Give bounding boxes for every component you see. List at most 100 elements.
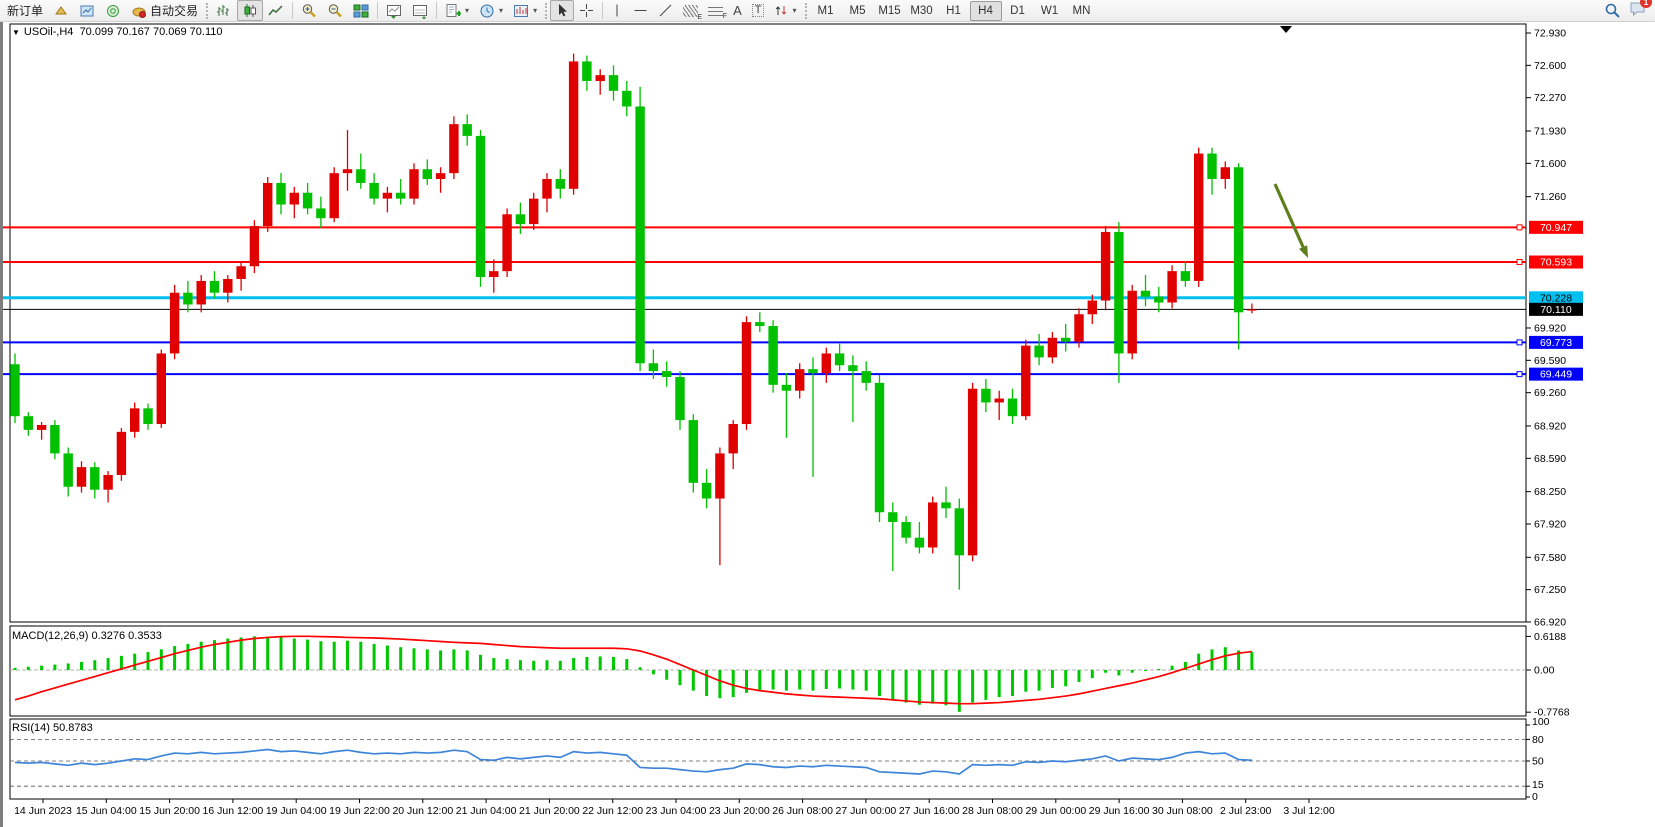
timeframe-h4[interactable]: H4 [969,0,1002,21]
expert-advisors-icon [107,4,120,17]
toolbar: 新订单 自动交易 [0,0,1655,22]
candle [475,135,486,278]
svg-text:67.580: 67.580 [1534,552,1566,564]
timeframe-m1[interactable]: M1 [817,4,834,17]
cursor-tool-button[interactable] [550,0,575,21]
candle [1140,290,1151,297]
auto-trading-label: 自动交易 [150,4,199,18]
indicator-list-button[interactable] [381,0,407,21]
svg-text:28 Jun 08:00: 28 Jun 08:00 [962,805,1023,817]
charts-window-button[interactable] [74,0,100,21]
vertical-line-icon [616,4,618,17]
svg-text:15 Jun 20:00: 15 Jun 20:00 [139,805,200,817]
candle [795,369,805,391]
candle [489,271,499,278]
auto-trading-button[interactable]: 自动交易 [126,0,203,21]
candle [1180,271,1191,281]
candle [808,369,818,374]
periods-button[interactable]: ▾ [474,0,508,21]
candle [701,482,712,499]
drawn-arrow-annotation[interactable] [1273,183,1308,258]
svg-text:68.250: 68.250 [1534,486,1566,498]
candle [183,292,193,305]
candle [10,364,20,417]
candle [888,512,898,523]
chart-menu-arrow-icon[interactable]: ▼ [12,28,20,37]
chart-type-candles-button[interactable] [237,0,264,21]
add-indicator-button[interactable]: ▾ [440,0,474,21]
candle [103,474,113,490]
fibonacci-tool-button[interactable]: F [703,0,728,21]
text-tool-icon: A [733,3,742,18]
candle [715,453,725,499]
price-line-label-69.773: 69.773 [1529,335,1583,349]
candle [209,280,220,293]
macd-indicator-label: MACD(12,26,9) 0.3276 0.3533 [12,630,162,642]
chart-canvas[interactable]: 72.930 72.600 72.270 71.930 71.600 71.260 69.9… [3,22,1655,827]
svg-text:29 Jun 00:00: 29 Jun 00:00 [1025,805,1086,817]
candle [874,382,885,513]
candle [608,75,619,91]
timeframe-m30[interactable]: M30 [910,4,933,17]
candle [369,182,379,199]
candle [130,408,140,432]
chart-shift-marker-icon[interactable] [1280,26,1292,33]
svg-text:72.930: 72.930 [1534,28,1566,40]
candle [276,182,286,205]
zoom-in-button[interactable] [296,0,322,21]
candle [914,537,925,548]
indicator-window-button[interactable] [407,0,433,21]
svg-text:69.449: 69.449 [1540,369,1572,381]
svg-text:27 Jun 00:00: 27 Jun 00:00 [836,805,897,817]
candle [1154,296,1164,303]
timeframe-w1[interactable]: W1 [1040,4,1059,17]
equidistant-channel-icon: E [683,4,702,21]
equidistant-channel-tool-button[interactable]: E [678,0,703,21]
vertical-line-tool-button[interactable] [606,0,628,21]
zoom-out-button[interactable] [322,0,348,21]
channel-letter: E [697,13,703,21]
text-tool-button[interactable]: A [728,0,747,21]
chart-type-bars-button[interactable] [211,0,237,21]
candle [622,90,632,107]
text-label-tool-button[interactable]: T [747,0,770,21]
candle [529,198,539,225]
search-icon[interactable] [1604,2,1621,19]
timeframe-m15[interactable]: M15 [878,4,901,17]
svg-text:16 Jun 12:00: 16 Jun 12:00 [203,805,264,817]
svg-text:70.593: 70.593 [1540,257,1572,269]
arrows-tool-button[interactable]: ▾ [769,0,801,21]
notifications-button[interactable]: 1 [1629,0,1652,22]
rsi-panel: 100 80 50 150 [10,716,1550,803]
candle [1061,337,1071,342]
svg-text:15 Jun 04:00: 15 Jun 04:00 [76,805,137,817]
candle [635,106,645,364]
market-watch-button[interactable] [48,0,74,21]
candle [196,280,206,305]
timeframe-d1[interactable]: D1 [1010,4,1025,17]
price-line-label-69.449: 69.449 [1529,367,1583,381]
trendline-tool-button[interactable] [653,0,678,21]
new-order-button[interactable]: 新订单 [2,0,48,21]
horizontal-line-tool-button[interactable] [628,0,653,21]
svg-text:23 Jun 04:00: 23 Jun 04:00 [646,805,707,817]
svg-text:71.930: 71.930 [1534,126,1566,138]
expert-advisors-button[interactable] [100,0,126,21]
candle [967,388,978,556]
timeframe-m5[interactable]: M5 [849,4,866,17]
crosshair-tool-button[interactable] [574,0,599,21]
candlestick-series [10,53,1257,590]
candle [1007,398,1018,417]
templates-button[interactable]: ▾ [508,0,542,21]
candle [409,169,419,199]
timeframe-h1[interactable]: H1 [946,4,961,17]
candle [954,508,964,556]
tile-windows-button[interactable] [348,0,374,21]
svg-text:19 Jun 04:00: 19 Jun 04:00 [266,805,327,817]
timeframe-mn[interactable]: MN [1072,4,1091,17]
chart-type-line-button[interactable] [263,0,289,21]
macd-signal-line [14,635,1253,705]
toolbar-grip [545,2,548,19]
price-line-label-70.593: 70.593 [1529,255,1583,269]
svg-text:23 Jun 20:00: 23 Jun 20:00 [709,805,770,817]
